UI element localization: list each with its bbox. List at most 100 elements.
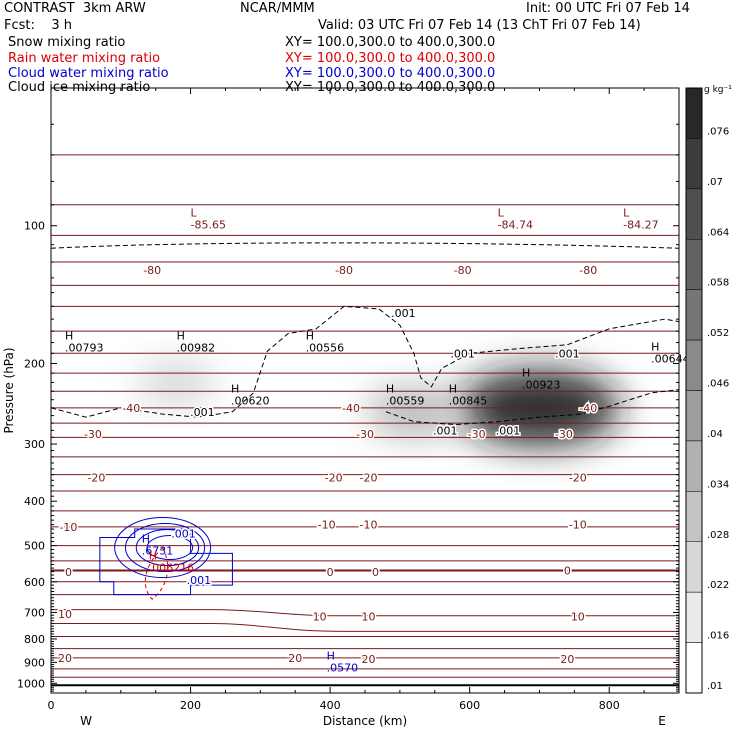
- extremum-value-5: .00556: [306, 342, 345, 355]
- temperature-label-2: -80: [454, 264, 472, 277]
- colorbar-segment-11: [685, 642, 703, 694]
- colorbar-tick-label-0: .076: [707, 126, 729, 137]
- extremum-marker-4: H: [177, 330, 185, 343]
- extremum-value-12: .006216: [149, 562, 195, 575]
- field-snow-xy: XY= 100.0,300.0 to 400.0,300.0: [285, 35, 496, 50]
- x-end-label-east: E: [658, 714, 666, 728]
- extremum-marker-7: H: [386, 383, 394, 396]
- extremum-marker-8: H: [449, 383, 457, 396]
- y-tick-label-6: 700: [24, 606, 45, 619]
- ice-label-5: .001: [496, 424, 521, 437]
- y-tick-label-2: 300: [24, 438, 45, 451]
- y-tick-label-1: 200: [24, 357, 45, 370]
- temperature-label-4: -40: [122, 402, 140, 415]
- temperature-label-18: -10: [569, 519, 587, 532]
- temperature-label-27: 20: [58, 652, 72, 665]
- colorbar-segment-4: [685, 289, 703, 341]
- field-rain-xy: XY= 100.0,300.0 to 400.0,300.0: [285, 51, 496, 66]
- field-snow-name: Snow mixing ratio: [8, 35, 126, 50]
- x-tick-label-2: 400: [320, 699, 341, 712]
- temperature-label-9: -30: [468, 428, 486, 441]
- cloud-label-1: .001: [187, 574, 212, 587]
- colorbar-segment-2: [685, 188, 703, 240]
- ice-contour-lower: [385, 389, 679, 426]
- cloud-label-0: .001: [171, 527, 196, 540]
- cloud-water-contour-outer: [99, 528, 233, 596]
- y-tick-label-8: 900: [24, 656, 45, 669]
- temperature-label-28: 20: [288, 652, 302, 665]
- colorbar-tick-label-3: .058: [707, 278, 729, 289]
- temperature-contour-24: [51, 622, 679, 632]
- field-rain-name: Rain water mixing ratio: [8, 51, 161, 66]
- temperature-label-14: -20: [569, 472, 587, 485]
- colorbar-frame: [685, 87, 703, 694]
- temperature-label-10: -30: [555, 428, 573, 441]
- extremum-value-11: .6731: [142, 545, 174, 558]
- x-tick-label-3: 600: [459, 699, 480, 712]
- extremum-value-8: .00845: [449, 395, 488, 408]
- extremum-marker-6: H: [231, 383, 239, 396]
- extremum-value-13: .0570: [327, 661, 359, 674]
- colorbar-segment-7: [685, 440, 703, 492]
- temperature-label-7: -30: [84, 428, 102, 441]
- forecast-hour: Fcst: 3 h: [4, 18, 73, 33]
- temperature-label-24: 10: [313, 611, 327, 624]
- x-tick-label-0: 0: [48, 699, 55, 712]
- y-axis-label: Pressure (hPa): [2, 347, 16, 433]
- extremum-marker-11: H: [142, 533, 150, 546]
- colorbar-tick-label-8: .028: [707, 530, 729, 541]
- temperature-label-23: 10: [58, 608, 72, 621]
- extremum-value-6: .00620: [231, 395, 270, 408]
- temperature-label-12: -20: [325, 472, 343, 485]
- temperature-label-0: -80: [143, 264, 161, 277]
- colorbar-segment-8: [685, 491, 703, 543]
- y-tick-label-7: 800: [24, 633, 45, 646]
- field-cloud-xy: XY= 100.0,300.0 to 400.0,300.0: [285, 66, 496, 81]
- y-tick-label-3: 400: [24, 495, 45, 508]
- temperature-label-15: -10: [59, 521, 77, 534]
- ice-label-0: .001: [391, 307, 416, 320]
- cloud-water-contour-0: [114, 517, 212, 579]
- extremum-marker-1: L: [498, 207, 505, 220]
- colorbar-tick-label-11: .01: [707, 681, 723, 692]
- extremum-value-10: .00644: [651, 352, 690, 365]
- extremum-marker-10: H: [651, 340, 659, 353]
- colorbar-tick-label-1: .07: [707, 177, 723, 188]
- org-label: NCAR/MMM: [240, 1, 315, 16]
- extremum-value-9: .00923: [522, 379, 561, 392]
- temperature-label-5: -40: [342, 402, 360, 415]
- extremum-value-2: -84.27: [623, 219, 658, 232]
- ice-label-4: .001: [433, 424, 458, 437]
- extremum-marker-3: H: [65, 330, 73, 343]
- temperature-label-30: 20: [560, 653, 574, 666]
- extremum-marker-0: L: [191, 207, 198, 220]
- colorbar-segment-5: [685, 339, 703, 391]
- x-tick-label-1: 200: [180, 699, 201, 712]
- colorbar-segment-1: [685, 138, 703, 190]
- extremum-marker-2: L: [623, 207, 630, 220]
- temperature-label-11: -20: [87, 472, 105, 485]
- temperature-label-25: 10: [361, 611, 375, 624]
- temperature-contour-23: [51, 609, 679, 617]
- temperature-label-16: -10: [318, 519, 336, 532]
- rain-contour: [144, 546, 169, 600]
- x-axis-label: Distance (km): [323, 714, 407, 728]
- ice-label-2: .001: [555, 347, 580, 360]
- colorbar-unit: g kg⁻¹: [704, 85, 732, 95]
- extremum-marker-5: H: [306, 330, 314, 343]
- colorbar-segment-9: [685, 541, 703, 593]
- temperature-label-6: -40: [579, 402, 597, 415]
- colorbar-segment-3: [685, 239, 703, 290]
- extremum-value-4: .00982: [177, 342, 216, 355]
- valid-time: Valid: 03 UTC Fri 07 Feb 14 (13 ChT Fri …: [318, 18, 641, 33]
- temperature-label-29: 20: [361, 653, 375, 666]
- y-tick-label-5: 600: [24, 576, 45, 589]
- colorbar-segment-10: [685, 591, 703, 643]
- cloud-water-contour-2: [135, 529, 200, 567]
- y-tick-label-4: 500: [24, 540, 45, 553]
- temperature-label-8: -30: [356, 428, 374, 441]
- x-end-label-west: W: [80, 714, 92, 728]
- extremum-marker-12: H: [149, 550, 157, 563]
- ice-label-1: .001: [450, 347, 475, 360]
